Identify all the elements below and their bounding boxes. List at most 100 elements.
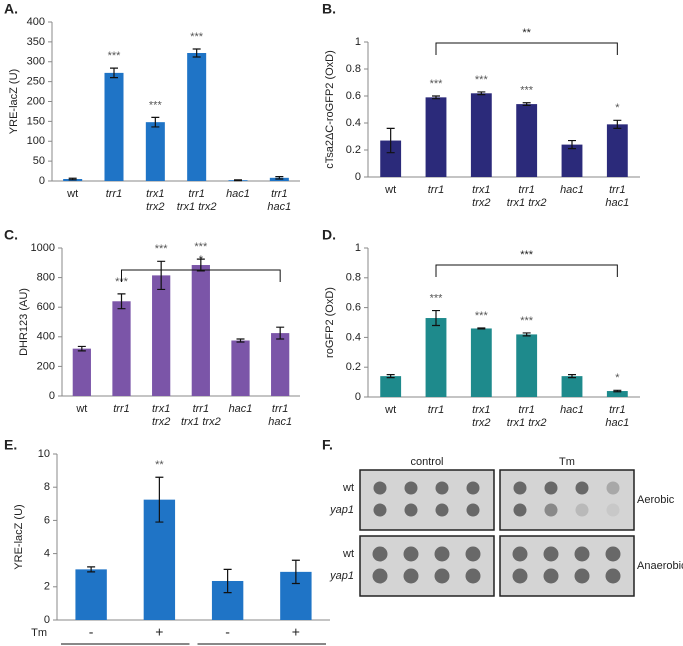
- significance: ***: [155, 243, 169, 255]
- bar: [145, 122, 165, 181]
- bar: [104, 72, 124, 181]
- significance: **: [155, 459, 164, 471]
- error-bar: [77, 345, 86, 352]
- y-tick-label: 0: [39, 175, 45, 187]
- error-bar: [477, 91, 486, 96]
- bracket-label: **: [522, 27, 531, 39]
- x-tick-label: trx2: [146, 201, 164, 213]
- spot: [544, 481, 558, 495]
- error-bar: [157, 260, 166, 291]
- y-tick-label: 4: [44, 548, 50, 560]
- spot: [373, 481, 387, 495]
- spot: [543, 546, 559, 562]
- x-tick-label: trx1 trx2: [507, 417, 547, 429]
- error-bar: [151, 116, 160, 128]
- y-tick-label: 100: [27, 135, 45, 147]
- y-tick-label: 0.2: [346, 361, 361, 373]
- x-tick-label: trr1: [518, 184, 535, 196]
- y-tick-label: 0.4: [346, 331, 361, 343]
- bar: [380, 376, 402, 397]
- error-bar: [223, 568, 232, 594]
- spot: [466, 481, 480, 495]
- y-tick-label: 50: [33, 155, 45, 167]
- y-axis-label: DHR123 (AU): [18, 288, 30, 356]
- error-bar: [522, 332, 531, 337]
- y-tick-label: 200: [37, 360, 55, 372]
- condition-label: Aerobic: [637, 494, 675, 506]
- error-bar: [568, 139, 576, 150]
- bar: [470, 93, 492, 177]
- bar: [72, 348, 91, 396]
- spot: [606, 481, 620, 495]
- panel-letter: E.: [4, 437, 17, 453]
- significance: ***: [430, 292, 444, 304]
- bracket: [435, 264, 618, 277]
- y-tick-label: 0: [49, 390, 55, 402]
- x-tick-label: trr1: [518, 404, 535, 416]
- y-tick-label: 0: [355, 171, 361, 183]
- error-bar: [155, 476, 164, 523]
- x-tick-label: -: [89, 624, 94, 640]
- bar: [380, 140, 402, 177]
- y-tick-label: 150: [27, 115, 45, 127]
- column-label: control: [410, 456, 443, 468]
- plate: [499, 535, 635, 597]
- y-tick-label: 2: [44, 581, 50, 593]
- y-tick-label: 0.8: [346, 63, 361, 75]
- plate: [499, 469, 635, 531]
- bar: [152, 275, 171, 396]
- spot: [512, 568, 528, 584]
- error-bar: [613, 119, 622, 129]
- y-tick-label: 400: [27, 16, 45, 28]
- x-tick-label: wt: [75, 403, 87, 415]
- x-tick-label: hac1: [268, 416, 292, 428]
- y-tick-label: 200: [27, 95, 45, 107]
- x-tick-label: trx1 trx2: [507, 197, 547, 209]
- x-tick-label: trx1: [472, 184, 490, 196]
- bar: [561, 144, 583, 177]
- error-bar: [477, 327, 486, 330]
- significance: ***: [475, 310, 489, 322]
- x-tick-label: hac1: [267, 201, 291, 213]
- significance: ***: [190, 31, 204, 43]
- y-tick-label: 0.2: [346, 144, 361, 156]
- bar: [75, 569, 107, 620]
- error-bar: [386, 127, 395, 154]
- x-tick-label: hac1: [560, 404, 584, 416]
- x-tick-label: trx2: [152, 416, 170, 428]
- x-tick-label: hac1: [226, 188, 250, 200]
- y-axis-label: YRE-lacZ (U): [13, 504, 25, 569]
- significance: ***: [430, 78, 444, 90]
- x-tick-label: -: [225, 624, 230, 640]
- spot: [544, 503, 558, 517]
- spot: [513, 481, 527, 495]
- error-bar: [432, 95, 440, 100]
- significance: *: [615, 102, 620, 114]
- error-bar: [87, 566, 96, 573]
- spot: [465, 568, 481, 584]
- bracket-label: *: [199, 254, 204, 266]
- panel-letter: D.: [322, 227, 336, 243]
- error-bar: [275, 176, 284, 180]
- error-bar: [236, 338, 245, 343]
- x-tick-label: hac1: [605, 417, 629, 429]
- error-bar: [68, 177, 77, 181]
- bar: [470, 328, 492, 397]
- x-tick-label: trr1: [272, 403, 289, 415]
- x-tick-label: +: [155, 624, 163, 640]
- significance: ***: [475, 74, 489, 86]
- y-tick-label: 10: [38, 448, 50, 460]
- spot: [403, 568, 419, 584]
- row-label: wt: [342, 482, 354, 494]
- spot: [435, 481, 449, 495]
- error-bar: [110, 67, 118, 79]
- panel-letter: C.: [4, 227, 18, 243]
- x-tick-label: hac1: [560, 184, 584, 196]
- x-tick-label: trx1 trx2: [181, 416, 221, 428]
- bar: [561, 376, 583, 397]
- error-bar: [613, 389, 622, 393]
- bar: [112, 301, 131, 396]
- bar: [516, 334, 538, 397]
- condition-label: Anaerobic: [637, 560, 683, 572]
- bar: [425, 318, 447, 397]
